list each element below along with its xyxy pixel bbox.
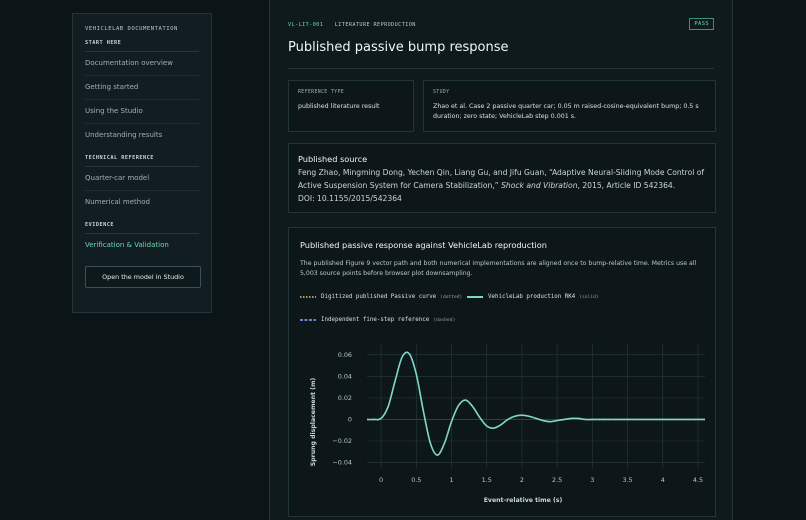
reference-type-card: REFERENCE TYPE published literature resu… xyxy=(288,80,414,132)
x-tick-label: 2 xyxy=(520,476,524,484)
validation-id: VL-LIT-001 xyxy=(288,22,324,28)
legend-note-reference: (dashed) xyxy=(433,317,456,323)
x-tick-label: 2.5 xyxy=(552,476,562,484)
plot-heading: Published passive response against Vehic… xyxy=(300,240,547,250)
main-panel: VL-LIT-001 LITERATURE REPRODUCTION PASS … xyxy=(269,0,733,520)
sidebar-title: VEHICLELAB DOCUMENTATION xyxy=(85,26,178,32)
legend-item-published[interactable]: Digitized published Passive curve (dotte… xyxy=(300,294,462,300)
sidebar-item-verification[interactable]: Verification & Validation xyxy=(85,241,169,249)
x-axis-label: Event-relative time (s) xyxy=(484,497,563,504)
series-line-published xyxy=(366,351,705,456)
source-heading: Published source xyxy=(298,154,368,164)
sidebar-item-overview[interactable]: Documentation overview xyxy=(85,52,199,76)
sidebar-item-understanding-results[interactable]: Understanding results xyxy=(85,131,163,139)
reference-type-label: REFERENCE TYPE xyxy=(298,90,345,95)
response-chart: −0.04 −0.02 0 0.02 0.04 0.06 0 0.5 1 1.5 2 2.5 3 3.5… xyxy=(310,344,705,504)
page-title: Published passive bump response xyxy=(288,40,509,55)
source-authors: Feng Zhao, Mingming Dong, Yechen Qin, Li… xyxy=(298,168,705,190)
study-label: STUDY xyxy=(433,90,450,95)
y-axis-label: Sprung displacement (m) xyxy=(310,378,317,467)
legend-label-reference: Independent fine-step reference xyxy=(321,317,430,323)
legend-swatch-reference xyxy=(300,319,316,321)
study-value: Zhao et al. Case 2 passive quarter car; … xyxy=(433,103,699,120)
x-tick-label: 4 xyxy=(661,476,665,484)
legend-item-reference[interactable]: Independent fine-step reference (dashed) xyxy=(300,317,455,323)
legend-label-published: Digitized published Passive curve xyxy=(321,294,437,300)
y-tick-label: −0.04 xyxy=(332,459,352,467)
legend-note-production: (solid) xyxy=(579,294,599,300)
sidebar: VEHICLELAB DOCUMENTATION START HERE Docu… xyxy=(72,13,212,313)
header-divider xyxy=(288,68,714,69)
legend-swatch-production xyxy=(467,296,483,298)
sidebar-item-using-studio[interactable]: Using the Studio xyxy=(85,100,199,124)
source-citation: Feng Zhao, Mingming Dong, Yechen Qin, Li… xyxy=(298,166,706,205)
legend-label-production: VehicleLab production RK4 xyxy=(488,294,576,300)
study-card: STUDY Zhao et al. Case 2 passive quarter… xyxy=(423,80,716,132)
y-tick-label: 0.06 xyxy=(338,351,352,359)
sidebar-item-getting-started[interactable]: Getting started xyxy=(85,76,199,100)
sidebar-section-technical: TECHNICAL REFERENCE xyxy=(85,155,199,167)
sidebar-section-start: START HERE xyxy=(85,40,199,52)
x-tick-label: 4.5 xyxy=(693,476,703,484)
sidebar-item-quarter-car[interactable]: Quarter-car model xyxy=(85,167,199,191)
published-source-card: Published source Feng Zhao, Mingming Don… xyxy=(288,143,716,213)
y-tick-label: 0 xyxy=(348,415,352,423)
series-line-production xyxy=(366,351,705,456)
legend-item-production[interactable]: VehicleLab production RK4 (solid) xyxy=(467,294,599,300)
status-badge: PASS xyxy=(689,18,714,30)
open-studio-button[interactable]: Open the model in Studio xyxy=(85,266,201,288)
reference-type-value: published literature result xyxy=(298,103,380,110)
chart-x-ticks: 0 0.5 1 1.5 2 2.5 3 3.5 4 4.5 xyxy=(379,476,703,484)
source-details: , 2015, Article ID 542364. xyxy=(577,181,676,190)
x-tick-label: 0.5 xyxy=(411,476,421,484)
sidebar-section-evidence: EVIDENCE xyxy=(85,222,199,234)
legend-swatch-published xyxy=(300,296,316,298)
y-tick-label: 0.04 xyxy=(338,372,352,380)
chart-y-ticks: −0.04 −0.02 0 0.02 0.04 0.06 xyxy=(332,351,352,467)
y-tick-label: −0.02 xyxy=(332,437,352,445)
sidebar-item-numerical-method[interactable]: Numerical method xyxy=(85,198,150,206)
validation-category: LITERATURE REPRODUCTION xyxy=(334,22,416,28)
x-tick-label: 1.5 xyxy=(482,476,492,484)
legend-note-published: (dotted) xyxy=(440,294,463,300)
series-line-reference xyxy=(366,351,705,456)
plot-card: Published passive response against Vehic… xyxy=(288,227,716,517)
source-journal: Shock and Vibration xyxy=(501,181,578,190)
plot-description: The published Figure 9 vector path and b… xyxy=(300,260,697,277)
x-tick-label: 0 xyxy=(379,476,383,484)
chart-grid xyxy=(367,344,705,468)
source-doi[interactable]: DOI: 10.1155/2015/542364 xyxy=(298,194,402,203)
page-kicker: VL-LIT-001 LITERATURE REPRODUCTION xyxy=(288,22,416,28)
x-tick-label: 1 xyxy=(449,476,453,484)
x-tick-label: 3.5 xyxy=(622,476,632,484)
x-tick-label: 3 xyxy=(590,476,594,484)
y-tick-label: 0.02 xyxy=(338,394,352,402)
